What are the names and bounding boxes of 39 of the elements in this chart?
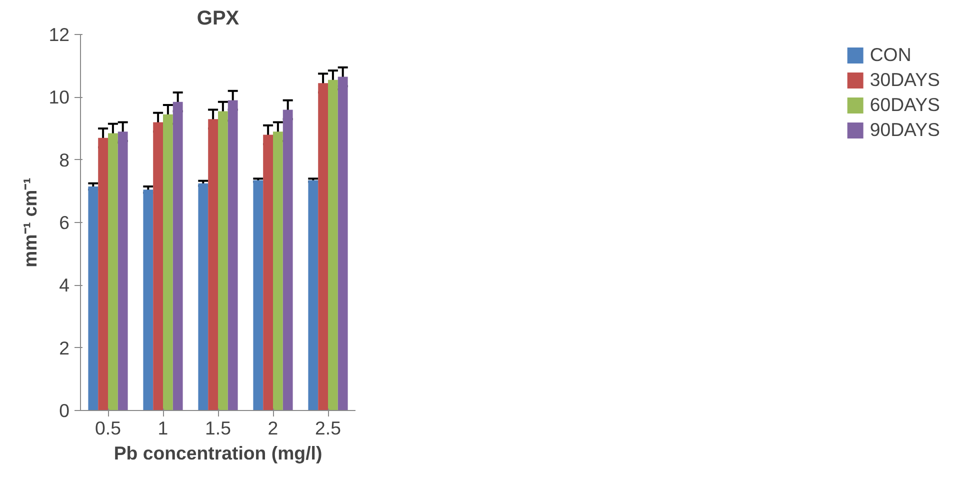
bar <box>88 186 98 410</box>
y-tick-label: 4 <box>59 274 70 296</box>
y-tick-label: 6 <box>59 212 70 233</box>
y-tick-label: 0 <box>59 400 70 421</box>
y-tick-label: 12 <box>48 24 70 45</box>
bar <box>263 134 273 410</box>
bar <box>208 119 218 410</box>
x-tick-label: 1.5 <box>205 418 231 438</box>
legend-label: 30DAYS <box>870 69 940 91</box>
x-tick-label: 2 <box>268 418 278 438</box>
bar <box>282 110 293 410</box>
y-axis-title: mm⁻¹ cm⁻¹ <box>20 178 41 268</box>
x-tick-label: 2.5 <box>315 418 341 438</box>
bar <box>108 133 118 410</box>
bar <box>273 132 283 410</box>
bar <box>98 138 108 410</box>
x-tick-label: 1 <box>158 418 168 438</box>
bar <box>118 132 128 410</box>
bar <box>218 111 228 410</box>
bar <box>153 122 163 410</box>
bar <box>308 180 318 410</box>
legend-label: 90DAYS <box>870 119 940 141</box>
x-tick-label: 0.5 <box>95 418 121 438</box>
y-tick-label: 2 <box>59 337 70 358</box>
bar <box>228 100 238 410</box>
bar <box>198 183 208 410</box>
bar <box>143 190 154 410</box>
bar <box>172 102 183 410</box>
legend-label: 60DAYS <box>870 94 940 116</box>
chart-title: GPX <box>196 8 240 30</box>
x-axis-title: Pb concentration (mg/l) <box>114 442 322 464</box>
bar <box>318 83 328 410</box>
y-tick-label: 8 <box>59 149 70 170</box>
bar <box>163 114 173 410</box>
bar <box>328 80 338 410</box>
y-tick-label: 10 <box>48 86 70 108</box>
bar <box>253 180 264 410</box>
legend-label: CON <box>870 44 912 66</box>
bar <box>338 76 348 410</box>
